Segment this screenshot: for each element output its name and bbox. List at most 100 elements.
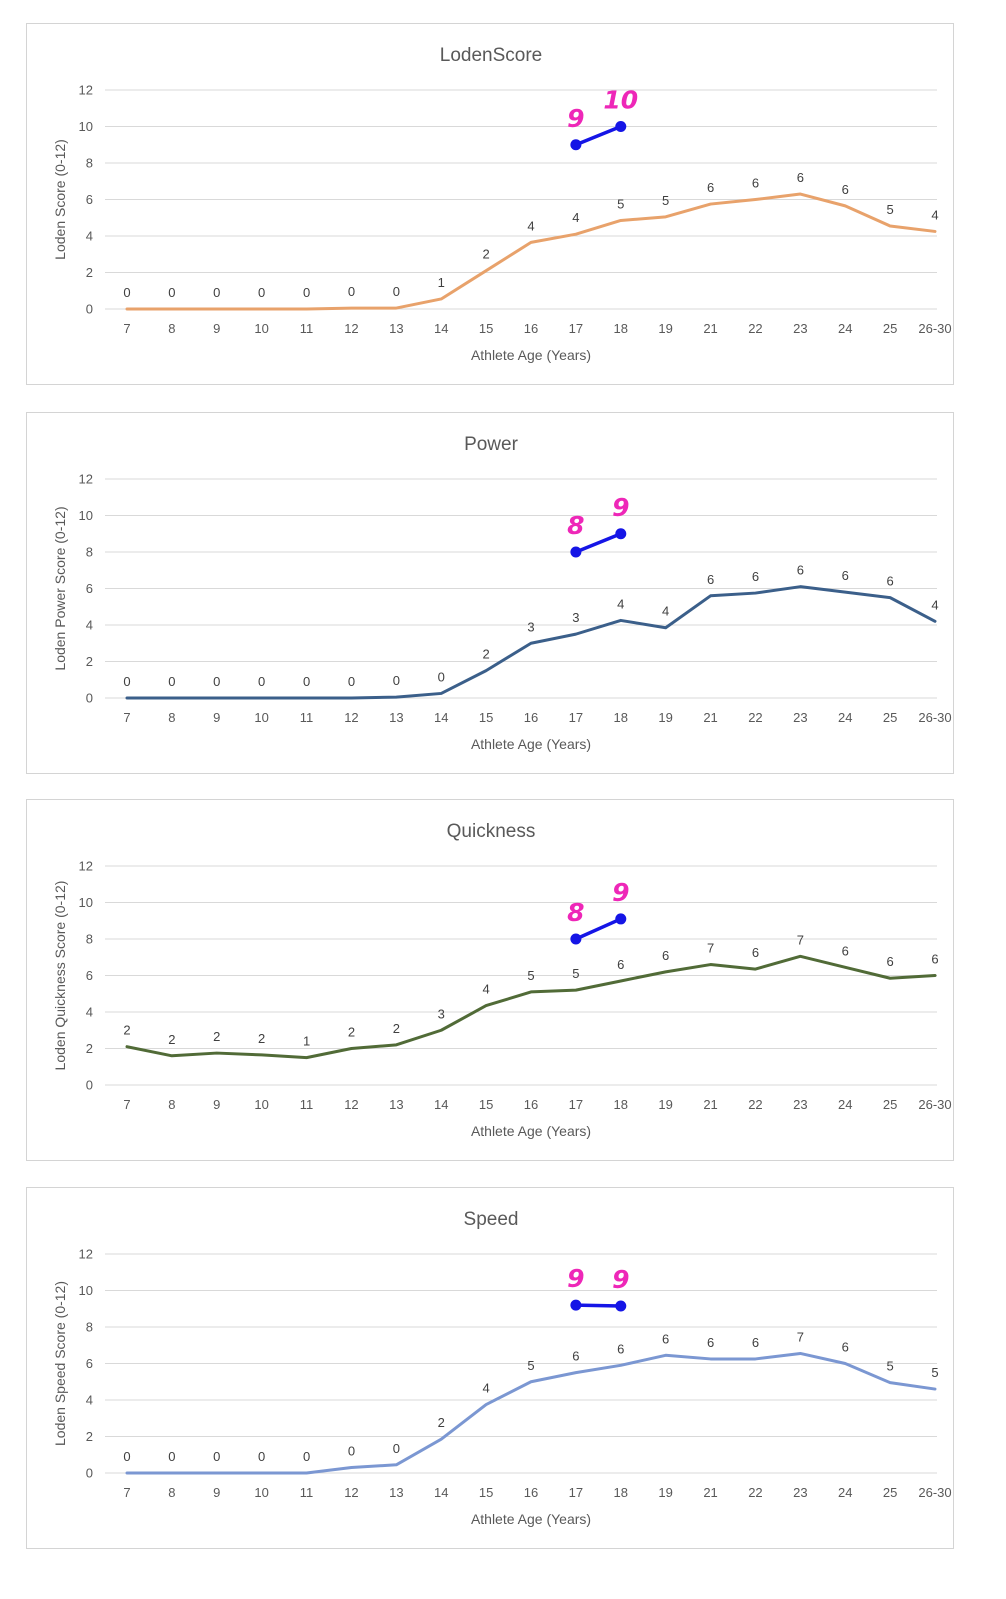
x-tick-label: 10 — [254, 321, 268, 336]
x-tick-label: 10 — [254, 710, 268, 725]
x-tick-label: 16 — [524, 1485, 538, 1500]
y-axis-ticks: 0 2 4 6 8 10 12 — [79, 859, 93, 1093]
data-label: 0 — [303, 674, 310, 689]
x-tick-label: 7 — [123, 1485, 130, 1500]
annotation-point — [615, 1300, 627, 1312]
x-tick-label: 8 — [168, 321, 175, 336]
x-tick-label: 15 — [479, 321, 493, 336]
data-label: 6 — [662, 948, 669, 963]
y-tick-label: 0 — [86, 1466, 93, 1481]
data-labels: 2 2 2 2 1 2 2 3 4 5 5 6 6 7 6 7 6 6 6 — [123, 932, 938, 1048]
annotation-point — [570, 933, 582, 945]
y-tick-label: 10 — [79, 1283, 93, 1298]
data-label: 6 — [707, 180, 714, 195]
x-tick-label: 12 — [344, 1485, 358, 1500]
x-tick-label: 8 — [168, 1097, 175, 1112]
y-tick-label: 0 — [86, 1078, 93, 1093]
data-label: 6 — [842, 568, 849, 583]
x-tick-label: 21 — [703, 321, 717, 336]
annotation-point — [615, 528, 627, 540]
data-label: 5 — [572, 966, 579, 981]
x-axis-title: Athlete Age (Years) — [471, 736, 591, 752]
x-tick-label: 12 — [344, 1097, 358, 1112]
annotation-line — [574, 917, 623, 941]
annotation-label: 8 — [567, 898, 584, 927]
handwritten-annotation: 89 — [567, 493, 629, 558]
y-tick-label: 2 — [86, 1429, 93, 1444]
y-axis-ticks: 0 2 4 6 8 10 12 — [79, 1247, 93, 1481]
data-label: 6 — [617, 1341, 624, 1356]
x-tick-label: 14 — [434, 321, 448, 336]
data-label: 6 — [752, 176, 759, 191]
data-label: 6 — [842, 943, 849, 958]
x-tick-label: 13 — [389, 1097, 403, 1112]
data-labels: 0 0 0 0 0 0 0 2 4 5 6 6 6 6 6 7 6 5 5 — [123, 1329, 938, 1464]
data-label: 6 — [797, 170, 804, 185]
x-tick-label: 21 — [703, 1485, 717, 1500]
annotation-point — [570, 546, 582, 558]
data-label: 5 — [886, 202, 893, 217]
chart-title: LodenScore — [440, 45, 542, 66]
data-label: 7 — [797, 932, 804, 947]
gridlines — [105, 865, 937, 1086]
x-tick-label: 14 — [434, 1485, 448, 1500]
x-axis-ticks: 7 8 9 10 11 12 13 14 15 16 17 18 19 21 22 23 24 25 26-30 — [123, 710, 951, 725]
x-tick-label: 24 — [838, 1097, 852, 1112]
x-tick-label: 24 — [838, 321, 852, 336]
x-tick-label: 10 — [254, 1097, 268, 1112]
annotation-line — [574, 124, 623, 147]
gridlines — [105, 89, 937, 310]
x-tick-label: 19 — [658, 321, 672, 336]
x-tick-label: 7 — [123, 710, 130, 725]
x-tick-label: 23 — [793, 1485, 807, 1500]
y-tick-label: 2 — [86, 654, 93, 669]
data-label: 0 — [123, 674, 130, 689]
data-labels: 0 0 0 0 0 0 0 0 2 3 3 4 4 6 6 6 6 6 4 — [123, 563, 938, 689]
data-label: 0 — [123, 285, 130, 300]
data-label: 0 — [258, 285, 265, 300]
x-axis-title: Athlete Age (Years) — [471, 1511, 591, 1527]
x-tick-label: 26-30 — [918, 1097, 951, 1112]
x-tick-label: 9 — [213, 710, 220, 725]
x-tick-label: 18 — [614, 321, 628, 336]
y-tick-label: 12 — [79, 83, 93, 98]
annotation-line — [574, 1303, 623, 1308]
x-tick-label: 22 — [748, 321, 762, 336]
x-tick-label: 15 — [479, 1097, 493, 1112]
x-tick-label: 14 — [434, 1097, 448, 1112]
y-tick-label: 8 — [86, 545, 93, 560]
x-tick-label: 13 — [389, 710, 403, 725]
y-tick-label: 8 — [86, 1320, 93, 1335]
x-tick-label: 12 — [344, 710, 358, 725]
x-tick-label: 14 — [434, 710, 448, 725]
x-tick-label: 24 — [838, 710, 852, 725]
annotation-label: 9 — [612, 1265, 629, 1294]
x-tick-label: 23 — [793, 321, 807, 336]
x-axis-title: Athlete Age (Years) — [471, 347, 591, 363]
annotation-label: 9 — [567, 104, 584, 133]
y-tick-label: 6 — [86, 968, 93, 983]
x-tick-label: 21 — [703, 1097, 717, 1112]
data-label: 2 — [438, 1415, 445, 1430]
annotation-label: 8 — [567, 511, 584, 540]
x-tick-label: 15 — [479, 710, 493, 725]
series-line — [125, 1351, 937, 1475]
data-label: 0 — [213, 285, 220, 300]
data-label: 6 — [931, 952, 938, 967]
x-tick-label: 17 — [569, 1097, 583, 1112]
data-label: 0 — [348, 284, 355, 299]
y-tick-label: 4 — [86, 618, 93, 633]
y-tick-label: 8 — [86, 156, 93, 171]
y-tick-label: 4 — [86, 229, 93, 244]
x-axis-title: Athlete Age (Years) — [471, 1123, 591, 1139]
x-tick-label: 11 — [300, 321, 314, 336]
y-tick-label: 0 — [86, 691, 93, 706]
data-label: 6 — [797, 563, 804, 578]
data-label: 2 — [258, 1031, 265, 1046]
x-tick-label: 17 — [569, 1485, 583, 1500]
annotation-point — [615, 121, 627, 132]
series-line — [125, 585, 937, 700]
x-axis-ticks: 7 8 9 10 11 12 13 14 15 16 17 18 19 21 22 23 24 25 26-30 — [123, 1485, 951, 1500]
data-label: 3 — [527, 619, 534, 634]
